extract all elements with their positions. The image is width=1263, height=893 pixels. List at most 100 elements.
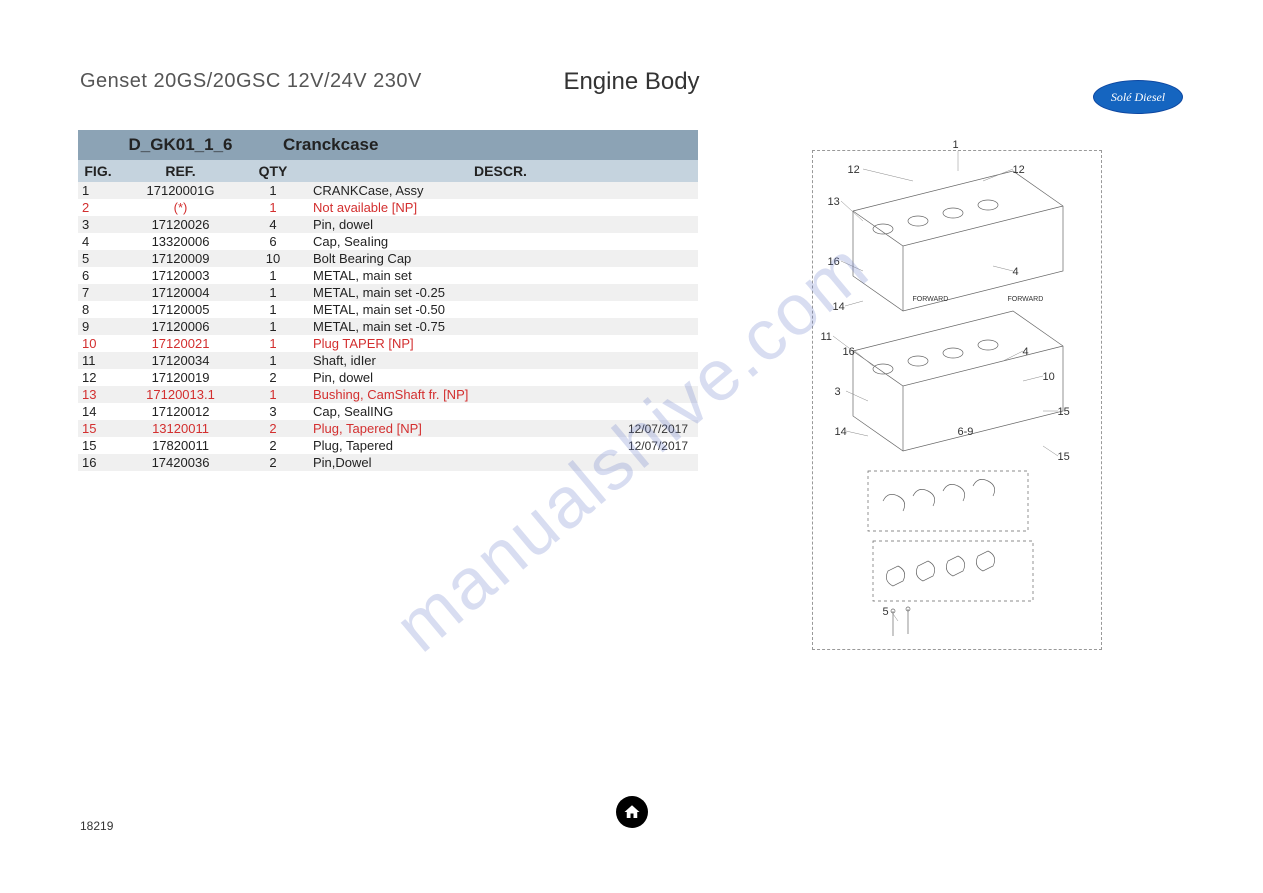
cell-fig: 15 xyxy=(78,438,118,453)
cell-descr: CRANKCase, Assy xyxy=(303,183,608,198)
table-row: 3171200264Pin, dowel xyxy=(78,216,698,233)
cell-ref: 17120019 xyxy=(118,370,243,385)
cell-ref: 17120005 xyxy=(118,302,243,317)
cell-qty: 1 xyxy=(243,336,303,351)
cell-fig: 6 xyxy=(78,268,118,283)
cell-qty: 10 xyxy=(243,251,303,266)
callout-label: 6-9 xyxy=(958,426,974,438)
callout-label: 14 xyxy=(833,301,845,313)
table-row: 2(*)1Not available [NP] xyxy=(78,199,698,216)
cell-descr: Shaft, idIer xyxy=(303,353,608,368)
cell-note: 12/07/2017 xyxy=(608,439,698,453)
table-row: 15178200112Plug, Tapered12/07/2017 xyxy=(78,437,698,454)
cell-descr: Cap, SeaIing xyxy=(303,234,608,249)
cell-qty: 1 xyxy=(243,387,303,402)
cell-descr: Pin, dowel xyxy=(303,217,608,232)
forward-label: FORWARD xyxy=(1008,296,1044,303)
callout-label: 13 xyxy=(828,196,840,208)
cell-descr: METAL, main set -0.75 xyxy=(303,319,608,334)
cell-fig: 7 xyxy=(78,285,118,300)
callout-label: 4 xyxy=(1013,266,1019,278)
cell-fig: 1 xyxy=(78,183,118,198)
brand-logo: Solé Diesel xyxy=(1093,80,1183,114)
cell-fig: 15 xyxy=(78,421,118,436)
forward-label: FORWARD xyxy=(913,296,949,303)
table-row: 117120001G1CRANKCase, Assy xyxy=(78,182,698,199)
cell-fig: 13 xyxy=(78,387,118,402)
cell-qty: 2 xyxy=(243,455,303,470)
callout-label: 16 xyxy=(843,346,855,358)
table-row: 9171200061METAL, main set -0.75 xyxy=(78,318,698,335)
table-row: 12171200192Pin, dowel xyxy=(78,369,698,386)
callout-label: 4 xyxy=(1023,346,1029,358)
callout-label: 10 xyxy=(1043,371,1055,383)
table-row: 6171200031METAL, main set xyxy=(78,267,698,284)
cell-descr: Pin,Dowel xyxy=(303,455,608,470)
callout-label: 12 xyxy=(1013,164,1025,176)
home-icon[interactable] xyxy=(616,796,648,828)
callout-label: 15 xyxy=(1058,406,1070,418)
cell-fig: 9 xyxy=(78,319,118,334)
cell-descr: Bolt Bearing Cap xyxy=(303,251,608,266)
cell-ref: 17120006 xyxy=(118,319,243,334)
cell-fig: 3 xyxy=(78,217,118,232)
cell-ref: 17420036 xyxy=(118,455,243,470)
cell-qty: 1 xyxy=(243,183,303,198)
cell-qty: 1 xyxy=(243,285,303,300)
callout-label: 15 xyxy=(1058,451,1070,463)
table-row: 16174200362Pin,Dowel xyxy=(78,454,698,471)
cell-qty: 2 xyxy=(243,370,303,385)
page-number: 18219 xyxy=(80,819,113,833)
table-row: 14171200123Cap, SealING xyxy=(78,403,698,420)
section-header: D_GK01_1_6 Cranckcase xyxy=(78,130,698,160)
cell-descr: Pin, dowel xyxy=(303,370,608,385)
diagram-area: 11212131641411164310146-915155FORWARDFOR… xyxy=(698,130,1185,650)
cell-descr: Plug TAPER [NP] xyxy=(303,336,608,351)
cell-ref: (*) xyxy=(118,200,243,215)
cell-fig: 8 xyxy=(78,302,118,317)
cell-qty: 1 xyxy=(243,353,303,368)
cell-fig: 16 xyxy=(78,455,118,470)
callout-label: 14 xyxy=(835,426,847,438)
content-area: D_GK01_1_6 Cranckcase FIG. REF. QTY DESC… xyxy=(78,130,1185,650)
cell-qty: 2 xyxy=(243,421,303,436)
cell-descr: Not available [NP] xyxy=(303,200,608,215)
cell-fig: 2 xyxy=(78,200,118,215)
callout-label: 1 xyxy=(953,139,959,151)
col-fig-header: FIG. xyxy=(78,163,118,179)
cell-ref: 17120003 xyxy=(118,268,243,283)
parts-table: D_GK01_1_6 Cranckcase FIG. REF. QTY DESC… xyxy=(78,130,698,650)
column-headers: FIG. REF. QTY DESCR. xyxy=(78,160,698,182)
col-ref-header: REF. xyxy=(118,163,243,179)
table-row: 11171200341Shaft, idIer xyxy=(78,352,698,369)
callout-label: 3 xyxy=(835,386,841,398)
cell-descr: Cap, SealING xyxy=(303,404,608,419)
cell-descr: Plug, Tapered xyxy=(303,438,608,453)
table-row: 10171200211Plug TAPER [NP] xyxy=(78,335,698,352)
cell-descr: Bushing, CamShaft fr. [NP] xyxy=(303,387,608,402)
table-row: 7171200041METAL, main set -0.25 xyxy=(78,284,698,301)
exploded-diagram: 11212131641411164310146-915155FORWARDFOR… xyxy=(812,150,1102,650)
page-title: Engine Body xyxy=(563,68,699,96)
cell-descr: METAL, main set xyxy=(303,268,608,283)
table-row: 51712000910Bolt Bearing Cap xyxy=(78,250,698,267)
cell-ref: 17120004 xyxy=(118,285,243,300)
table-row: 1317120013.11Bushing, CamShaft fr. [NP] xyxy=(78,386,698,403)
cell-ref: 17120009 xyxy=(118,251,243,266)
cell-ref: 17120001G xyxy=(118,183,243,198)
cell-fig: 5 xyxy=(78,251,118,266)
cell-qty: 1 xyxy=(243,268,303,283)
col-qty-header: QTY xyxy=(243,163,303,179)
header: Genset 20GS/20GSC 12V/24V 230V Engine Bo… xyxy=(80,70,1183,93)
callout-label: 11 xyxy=(821,331,832,343)
cell-qty: 1 xyxy=(243,200,303,215)
table-row: 4133200066Cap, SeaIing xyxy=(78,233,698,250)
col-descr-header: DESCR. xyxy=(303,163,698,179)
cell-ref: 17120021 xyxy=(118,336,243,351)
cell-qty: 1 xyxy=(243,302,303,317)
section-title: Cranckcase xyxy=(283,135,378,155)
cell-qty: 2 xyxy=(243,438,303,453)
cell-ref: 13320006 xyxy=(118,234,243,249)
cell-qty: 6 xyxy=(243,234,303,249)
cell-fig: 11 xyxy=(78,353,118,368)
